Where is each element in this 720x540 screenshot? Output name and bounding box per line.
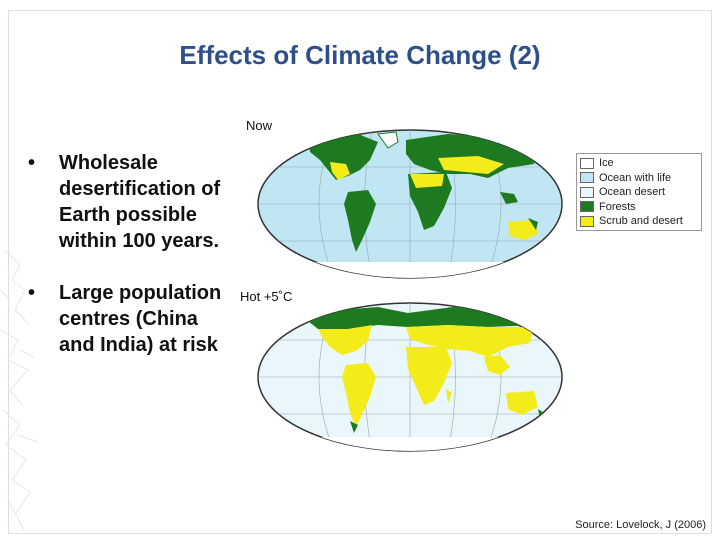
legend-item-ocean-desert: Ocean desert <box>580 185 698 200</box>
legend-label-forests: Forests <box>599 200 636 213</box>
legend-item-scrub-desert: Scrub and desert <box>580 214 698 229</box>
world-map-hot <box>257 302 563 452</box>
bullet-desertification: Wholesale desertification of Earth possi… <box>28 150 233 254</box>
map-legend: Ice Ocean with life Ocean desert Forests… <box>576 153 702 231</box>
legend-label-ocean-with-life: Ocean with life <box>599 171 672 184</box>
legend-label-scrub-desert: Scrub and desert <box>599 215 683 228</box>
bullet-list: Wholesale desertification of Earth possi… <box>28 150 233 384</box>
legend-swatch-ice <box>580 157 594 169</box>
legend-item-ocean-with-life: Ocean with life <box>580 171 698 186</box>
legend-swatch-scrub-desert <box>580 215 594 227</box>
legend-label-ocean-desert: Ocean desert <box>599 186 666 199</box>
legend-swatch-ocean-with-life <box>580 172 594 184</box>
legend-item-ice: Ice <box>580 156 698 171</box>
map-hot-label: Hot +5˚C <box>240 289 293 304</box>
legend-swatch-forests <box>580 201 594 213</box>
source-citation: Source: Lovelock, J (2006) <box>575 519 706 531</box>
bullet-population: Large population centres (China and Indi… <box>28 280 233 358</box>
legend-swatch-ocean-desert <box>580 186 594 198</box>
world-map-now <box>257 129 563 279</box>
slide-title: Effects of Climate Change (2) <box>179 40 541 70</box>
map-now-panel: Now <box>238 112 573 284</box>
legend-item-forests: Forests <box>580 200 698 215</box>
map-hot-panel: Hot +5˚C <box>238 285 573 457</box>
map-now-label: Now <box>246 118 273 133</box>
legend-label-ice: Ice <box>599 157 614 170</box>
